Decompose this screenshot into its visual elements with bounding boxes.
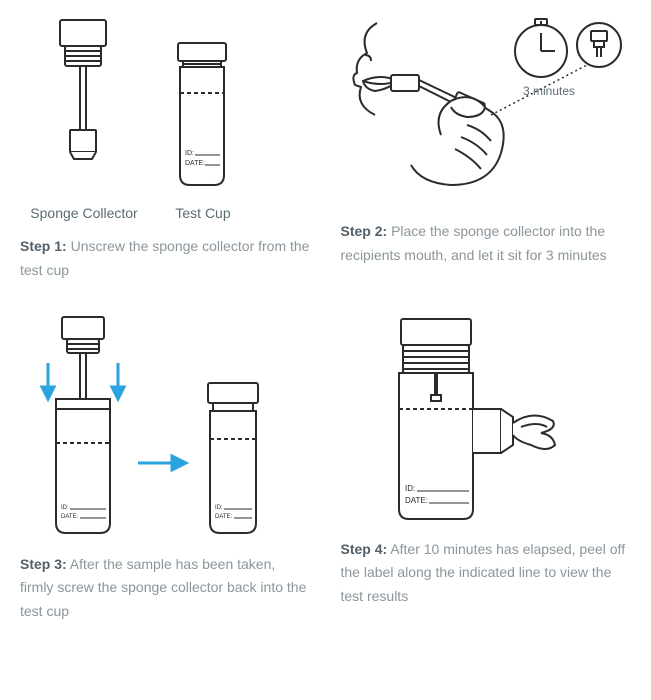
svg-text:ID:: ID:	[215, 505, 223, 511]
step3-bold: Step 3:	[20, 556, 67, 572]
step4-caption: Step 4: After 10 minutes has elapsed, pe…	[341, 538, 632, 609]
step3-caption: Step 3: After the sample has been taken,…	[20, 553, 311, 624]
step3-illustration: ID: DATE:	[20, 313, 311, 543]
panel-step3: ID: DATE:	[20, 313, 311, 624]
step3-svg: ID: DATE:	[20, 313, 300, 543]
step1-caption: Step 1: Unscrew the sponge collector fro…	[20, 235, 311, 283]
step1-illustration: ID: DATE:	[20, 15, 311, 195]
step1-labels: Sponge Collector Test Cup	[20, 205, 311, 221]
svg-text:DATE:: DATE:	[215, 514, 233, 520]
svg-text:DATE:: DATE:	[185, 160, 205, 167]
step2-illustration: 3 minutes	[341, 15, 632, 210]
step2-svg: 3 minutes	[341, 15, 631, 210]
svg-text:ID:: ID:	[185, 150, 194, 157]
instruction-grid: ID: DATE: Sponge Collector Test Cup Step…	[20, 15, 631, 624]
panel-step2: 3 minutes Step 2: Place the sponge colle…	[341, 15, 632, 283]
step1-svg: ID: DATE:	[20, 15, 270, 195]
panel-step1: ID: DATE: Sponge Collector Test Cup Step…	[20, 15, 311, 283]
panel-step4: ID: DATE: Step 4: After 10 minutes has e…	[341, 313, 632, 624]
step2-bold: Step 2:	[341, 223, 388, 239]
label-test-cup: Test Cup	[148, 205, 258, 221]
svg-text:DATE:: DATE:	[405, 496, 428, 505]
timer-text: 3 minutes	[523, 84, 575, 98]
step4-illustration: ID: DATE:	[341, 313, 632, 528]
step1-bold: Step 1:	[20, 238, 67, 254]
svg-text:ID:: ID:	[405, 484, 415, 493]
step4-svg: ID: DATE:	[341, 313, 601, 528]
step4-bold: Step 4:	[341, 541, 388, 557]
svg-text:DATE:: DATE:	[61, 514, 79, 520]
svg-text:ID:: ID:	[61, 505, 69, 511]
step2-caption: Step 2: Place the sponge collector into …	[341, 220, 632, 268]
label-sponge-collector: Sponge Collector	[20, 205, 148, 221]
